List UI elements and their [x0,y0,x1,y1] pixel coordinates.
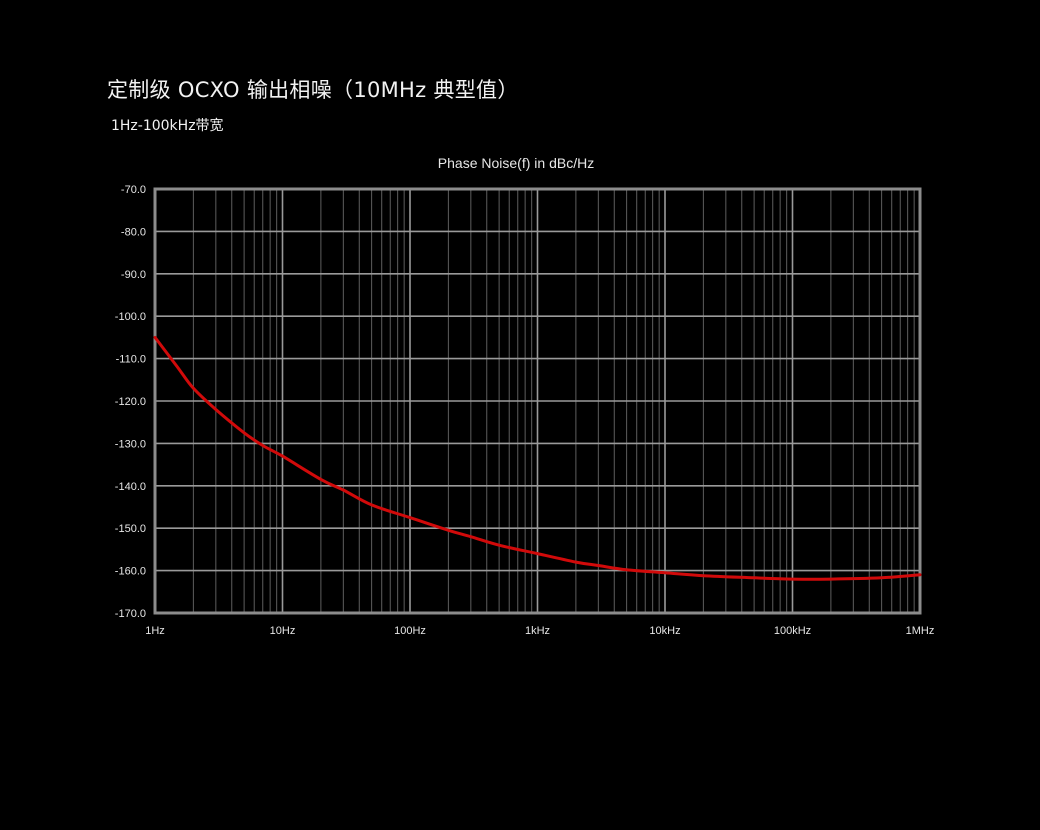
y-tick-label: -110.0 [116,354,146,366]
y-tick-label: -170.0 [115,608,146,620]
y-axis-ticks: -70.0 -80.0 -90.0 -100.0 -110.0 -120.0 -130.0 -… [115,184,146,620]
chart-title: Phase Noise(f) in dBc/Hz [438,155,594,171]
phase-noise-series-line [153,335,922,581]
y-tick-label: -160.0 [115,566,146,578]
x-axis-ticks: 1Hz 10Hz 100Hz 1kHz 10kHz 100kHz 1MHz [145,625,934,637]
x-tick-label: 100Hz [394,625,426,637]
plot-frame [153,187,922,615]
y-tick-label: -90.0 [121,269,146,281]
x-tick-label: 1Hz [145,625,165,637]
y-tick-label: -80.0 [121,226,146,238]
x-tick-label: 10Hz [270,625,296,637]
x-tick-label: 100kHz [774,625,811,637]
y-tick-label: -140.0 [115,481,146,493]
chart-heading: 定制级 OCXO 输出相噪（10MHz 典型值） [107,78,519,102]
y-tick-label: -130.0 [115,438,146,450]
series-layer [153,335,922,581]
x-tick-label: 10kHz [649,625,680,637]
chart-subheading: 1Hz-100kHz带宽 [111,118,224,134]
y-tick-label: -70.0 [121,184,146,196]
y-tick-label: -150.0 [115,523,146,535]
y-tick-label: -120.0 [115,396,146,408]
grid-lines [154,188,921,614]
x-tick-label: 1MHz [906,625,935,637]
x-tick-label: 1kHz [525,625,550,637]
y-tick-label: -100.0 [115,311,146,323]
